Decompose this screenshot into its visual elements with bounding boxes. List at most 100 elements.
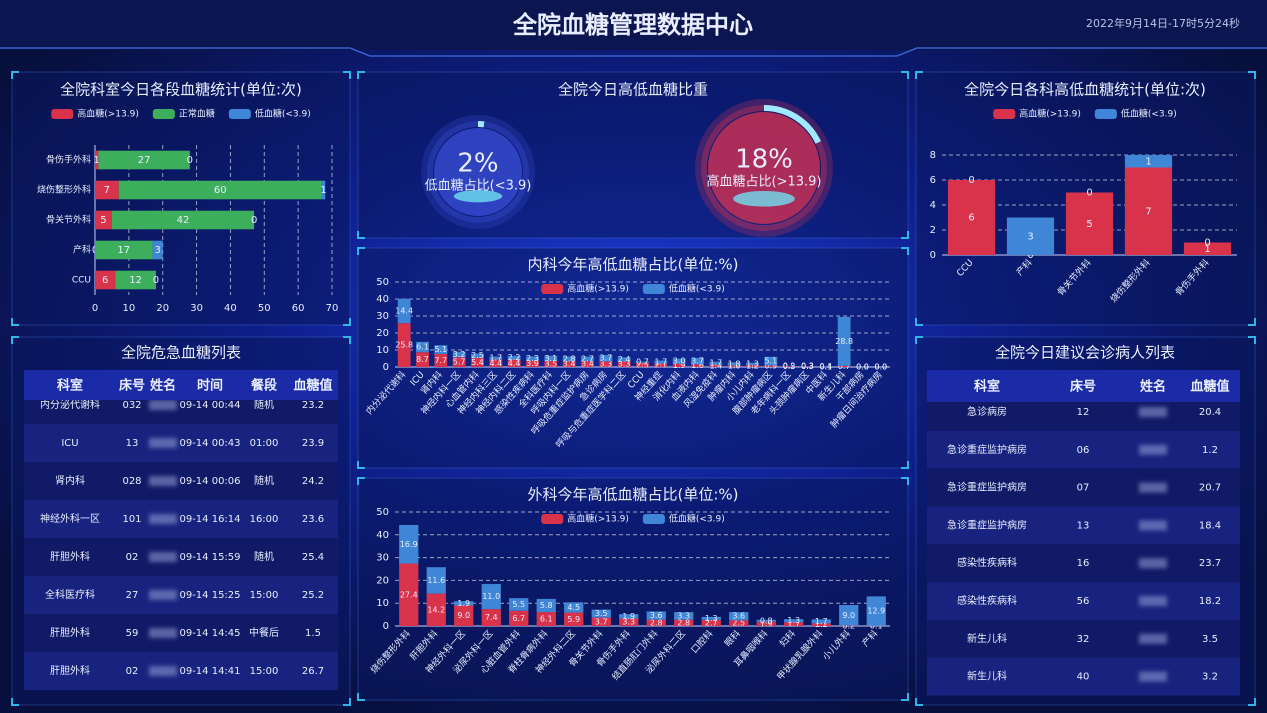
table-cell: 感染性疾病科 [957,556,1017,569]
data-label: 17 [117,245,130,256]
data-label: 3 [154,245,160,256]
table-cell: 101 [122,514,141,525]
data-label: 7.4 [485,613,498,622]
blurred-name [149,400,177,410]
data-label: 12 [129,275,142,286]
data-label: 4.4 [508,359,521,368]
blurred-name [149,666,177,676]
bar-segment [811,619,831,624]
bar-segment [564,612,584,626]
table-cell: 随机 [254,474,274,487]
y-tick-label: 产科 [73,244,91,256]
data-label: 6.1 [416,343,429,352]
gauge-label: 低血糖占比(<3.9) [425,178,532,194]
bar-segment [619,614,639,619]
table-row [24,538,338,576]
table-cell: 09-14 00:43 [179,438,240,449]
bar-segment [118,180,322,200]
bar-segment [454,601,474,606]
blurred-name [1139,520,1167,531]
bar-segment [619,618,639,626]
data-label: 1.9 [457,599,470,608]
bar-segment [691,364,704,367]
y-tick-label: 8 [930,150,936,161]
table-title: 全院危急血糖列表 [121,344,241,362]
bar-segment [636,362,649,367]
table-cell: 随机 [254,550,274,563]
legend-label: 高血糖(>13.9) [567,513,629,525]
legend: 高血糖(>13.9) 低血糖(<3.9) [541,283,725,295]
bar-segment [454,605,474,626]
table-cell: 09-14 15:59 [179,552,240,563]
data-label: 6.7 [512,614,525,623]
header-bar [0,0,1267,50]
table-title: 全院今日建议会诊病人列表 [995,344,1175,362]
data-label: 1.2 [815,620,828,629]
table-cell: 肾内科 [55,474,85,487]
table-cell: 神经外科一区 [40,512,100,525]
bar-segment [399,563,419,626]
table-column-header: 姓名 [149,378,176,394]
data-label: 28.8 [835,337,853,346]
data-label: 9.0 [842,611,855,620]
bar-segment [672,358,686,364]
bar-segment [111,210,255,230]
table-cell: 23.2 [302,400,324,411]
y-tick-label: 2 [930,225,936,236]
legend-label: 正常血糖 [179,108,215,120]
bar-segment [654,363,668,367]
legend-swatch [541,284,564,294]
table-cell: 16 [1077,558,1090,569]
bar-segment [782,366,796,367]
data-label: 0.0 [874,363,887,372]
y-tick-label: 0 [930,250,936,261]
table-cell: 09-14 00:06 [179,476,240,487]
table-cell: 随机 [254,398,274,411]
bar-segment [729,620,749,626]
table-cell: 09-14 16:14 [179,514,240,525]
bar-segment [471,353,484,358]
table-row [927,402,1240,431]
blurred-name [1139,482,1167,493]
data-label: 0 [1027,250,1033,261]
bar-segment [562,356,576,362]
gauge-arc [763,105,822,144]
table-cell: 26.7 [302,666,324,677]
chart-title: 全院今日各科高低血糖统计(单位:次) [964,81,1206,99]
chart-title: 全院科室今日各段血糖统计(单位:次) [60,81,302,99]
data-label: 2.1 [654,361,667,370]
data-label: 1.6 [691,361,704,370]
data-label: 0 [968,175,974,186]
bar-segment [434,353,448,367]
bar-segment [321,180,326,200]
data-label: 1 [320,185,326,196]
bar-segment [397,323,411,367]
data-label: 3.5 [595,609,608,618]
table-cell: 12 [1077,407,1090,418]
x-tick-label: 10 [122,303,135,314]
bar-segment [646,611,666,620]
data-label: 5.7 [453,358,466,367]
blurred-name [149,628,177,638]
data-label: 2.5 [471,351,484,360]
data-label: 3.3 [622,618,635,627]
legend-label: 高血糖(>13.9) [77,108,139,120]
data-label: 6 [968,213,974,224]
bar-segment [674,619,694,626]
data-label: 3.1 [544,354,557,363]
table-column-header: 姓名 [1139,379,1166,395]
data-label: 2.8 [563,354,576,363]
data-label: 2.5 [732,619,745,628]
table-cell: 23.6 [302,514,324,525]
bar-segment [709,364,723,367]
table-column-header: 血糖值 [1190,379,1229,395]
page-title: 全院血糖管理数据中心 [512,11,753,39]
table-row [927,430,1240,469]
table-cell: 23.7 [1199,558,1221,569]
bar-segment [507,355,521,360]
bar-segment [709,361,723,365]
legend-swatch [541,514,564,524]
bar-segment [581,356,594,362]
legend: 高血糖(>13.9) 低血糖(<3.9) [541,513,725,525]
table-row [927,544,1240,583]
